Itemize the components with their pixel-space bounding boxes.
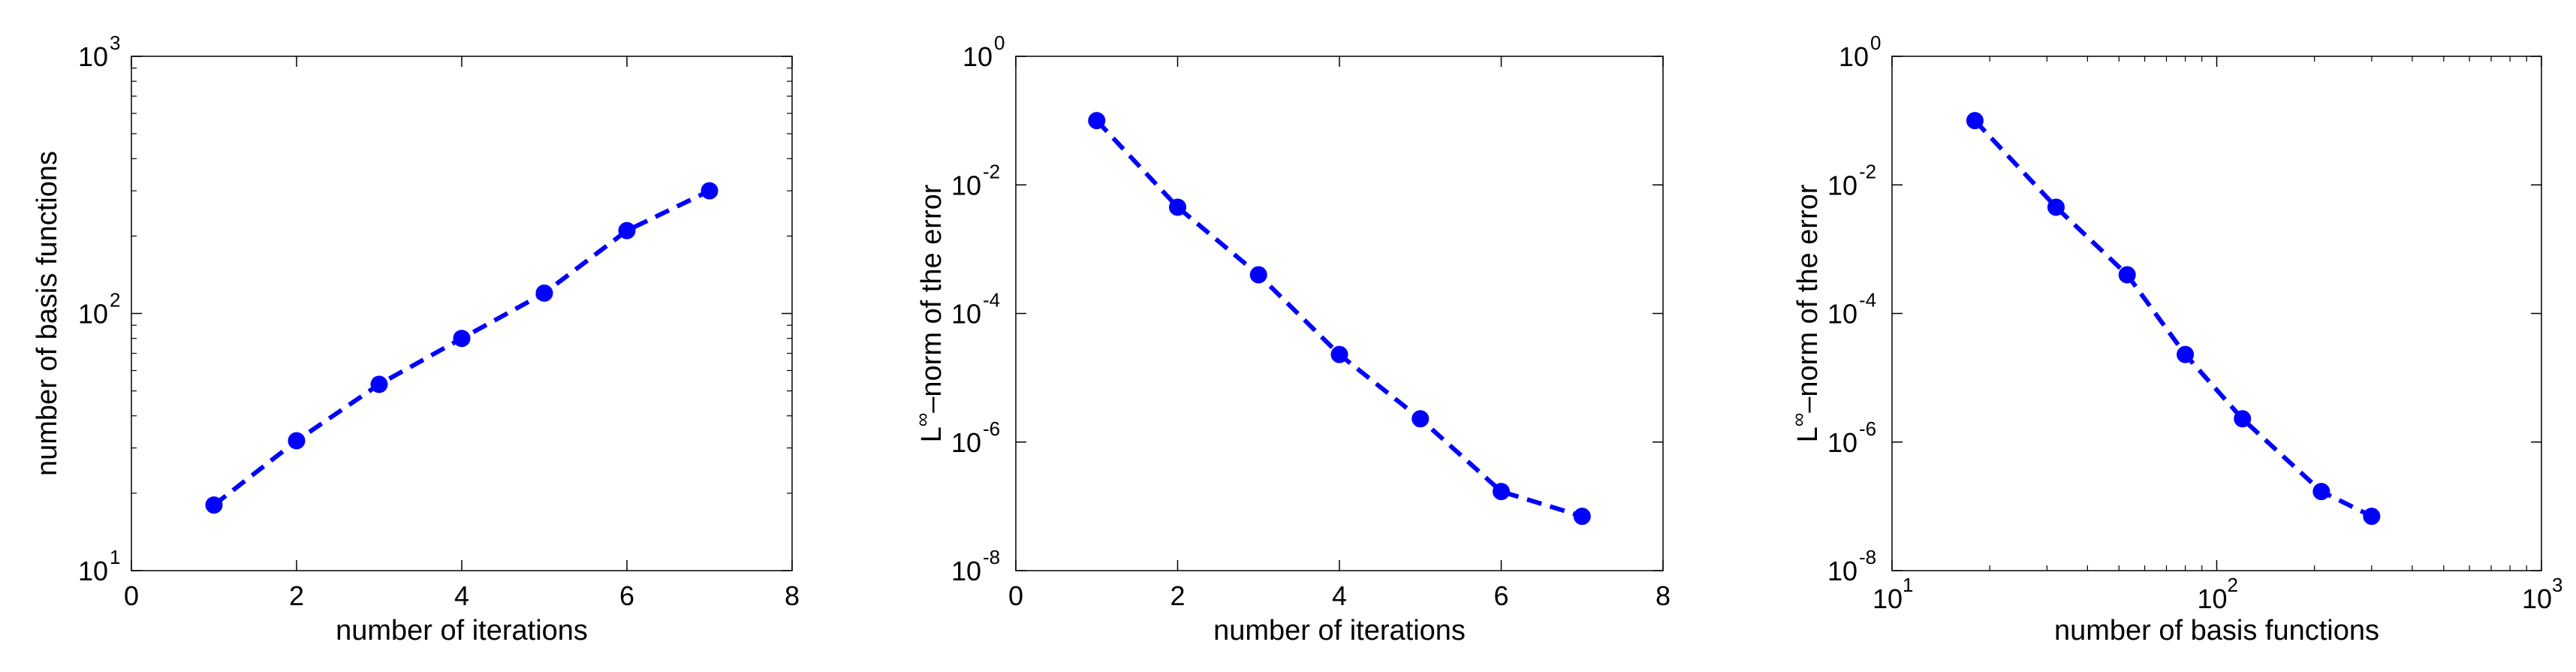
y-tick-label: 10 xyxy=(78,299,108,330)
x-axis-label: number of basis functions xyxy=(2054,615,2379,646)
y-tick-label-exponent: 1 xyxy=(110,546,120,568)
y-tick-label: 10 xyxy=(1827,299,1857,330)
y-tick-label-exponent: -6 xyxy=(983,417,1000,440)
data-point xyxy=(1966,112,1984,130)
x-axis-label: number of iterations xyxy=(336,615,588,646)
data-point xyxy=(288,432,306,450)
y-tick-label: 10 xyxy=(78,41,108,72)
y-tick-label-exponent: -6 xyxy=(1859,417,1876,440)
x-tick-label: 10 xyxy=(2197,583,2227,614)
x-tick-label-exponent: 1 xyxy=(1903,574,1913,596)
data-point xyxy=(2118,266,2136,284)
data-point xyxy=(1249,266,1267,284)
y-tick-label: 10 xyxy=(951,170,981,200)
x-tick-label: 4 xyxy=(1332,580,1347,611)
y-axis-label: number of basis functions xyxy=(32,151,63,476)
y-tick-label: 10 xyxy=(1827,427,1857,458)
data-point xyxy=(1412,410,1430,428)
y-tick-label-exponent: -4 xyxy=(1859,289,1876,312)
x-tick-label: 4 xyxy=(454,580,469,611)
data-point xyxy=(2312,483,2330,501)
y-tick-label-exponent: 0 xyxy=(994,32,1005,54)
data-point xyxy=(1573,508,1591,526)
data-point xyxy=(1330,345,1348,363)
y-tick-label: 10 xyxy=(963,41,993,72)
x-tick-label-exponent: 2 xyxy=(2228,574,2238,596)
y-tick-label-exponent: -2 xyxy=(983,160,1000,182)
y-axis-label: L∞–norm of the error xyxy=(911,184,948,442)
x-axis-label: number of iterations xyxy=(1213,615,1466,646)
y-tick-label: 10 xyxy=(951,556,981,586)
y-tick-label-exponent: -2 xyxy=(1859,160,1876,182)
x-tick-label: 2 xyxy=(289,580,304,611)
x-tick-label-exponent: 3 xyxy=(2552,574,2562,596)
data-point xyxy=(2177,345,2195,363)
y-tick-label-exponent: 3 xyxy=(110,32,120,54)
y-tick-label: 10 xyxy=(1827,556,1857,586)
x-tick-label: 10 xyxy=(2522,583,2552,614)
data-point xyxy=(535,284,553,302)
data-point xyxy=(2047,198,2065,216)
y-tick-label-exponent: -8 xyxy=(1859,546,1876,568)
data-point xyxy=(1493,483,1510,501)
y-tick-label: 10 xyxy=(951,299,981,330)
x-tick-label: 0 xyxy=(124,580,139,611)
y-tick-label: 10 xyxy=(1827,170,1857,200)
data-point xyxy=(1088,112,1106,130)
x-tick-label: 6 xyxy=(619,580,634,611)
data-point xyxy=(1169,198,1186,216)
data-point xyxy=(205,496,223,514)
y-tick-label-exponent: -8 xyxy=(983,546,1000,568)
y-tick-label-exponent: 2 xyxy=(110,289,120,312)
data-point xyxy=(453,330,471,348)
x-tick-label: 2 xyxy=(1170,580,1185,611)
data-point xyxy=(370,375,388,393)
data-point xyxy=(700,182,719,200)
x-tick-label: 10 xyxy=(1872,583,1903,614)
y-tick-label-exponent: 0 xyxy=(1870,32,1881,54)
y-tick-label: 10 xyxy=(951,427,981,458)
x-tick-label: 6 xyxy=(1493,580,1508,611)
x-tick-label: 0 xyxy=(1008,580,1023,611)
y-tick-label: 10 xyxy=(1839,41,1869,72)
data-point xyxy=(618,221,636,240)
data-point xyxy=(2363,508,2381,526)
y-tick-label-exponent: -4 xyxy=(983,289,1000,312)
y-tick-label: 10 xyxy=(78,556,108,586)
y-axis-label: L∞–norm of the error xyxy=(1787,184,1824,442)
data-point xyxy=(2234,410,2252,428)
x-tick-label: 8 xyxy=(785,580,800,611)
x-tick-label: 8 xyxy=(1656,580,1671,611)
